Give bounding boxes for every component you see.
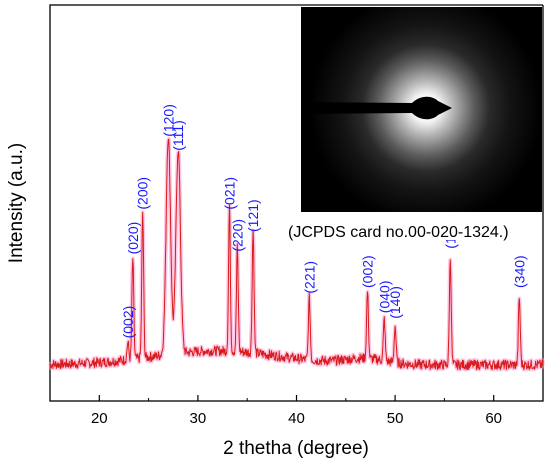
x-tick-label: 60 — [485, 410, 502, 427]
peak-label: (221) — [301, 261, 317, 294]
saed-inset — [301, 0, 542, 224]
x-tick-label: 30 — [190, 410, 207, 427]
peak-labels: (002) (020) (200) (120)(111) (021) (220)(121)… — [120, 104, 527, 338]
x-axis-ticks: 20 30 40 50 60 — [49, 395, 544, 427]
inset-mask — [280, 0, 550, 240]
peak-label: (002) — [360, 255, 376, 288]
peak-label: (002) — [120, 306, 136, 339]
peak-label: (020) — [125, 222, 141, 255]
x-axis-title: 2 thetha (degree) — [223, 438, 369, 459]
peak-label: (021) — [222, 177, 238, 210]
series-line — [49, 138, 544, 371]
y-axis-title: Intensity (a.u.) — [6, 143, 27, 263]
peak-label: (040) — [376, 281, 392, 314]
peak-label: (121) — [245, 199, 261, 232]
trace-line — [49, 138, 544, 371]
beam-stopper-icon — [301, 96, 452, 120]
x-tick-label: 50 — [387, 410, 404, 427]
peak-label: (120) — [160, 104, 176, 137]
x-tick-label: 40 — [288, 410, 305, 427]
peak-label: (220) — [229, 219, 245, 252]
x-tick-label: 20 — [91, 410, 108, 427]
peak-label: (140) — [387, 286, 403, 319]
inset-caption: (JCPDS card no.00-020-1324.) — [288, 224, 509, 241]
peak-label: (340) — [511, 255, 527, 288]
peak-label: (200) — [135, 177, 151, 210]
peak-label: (111) — [170, 120, 186, 151]
